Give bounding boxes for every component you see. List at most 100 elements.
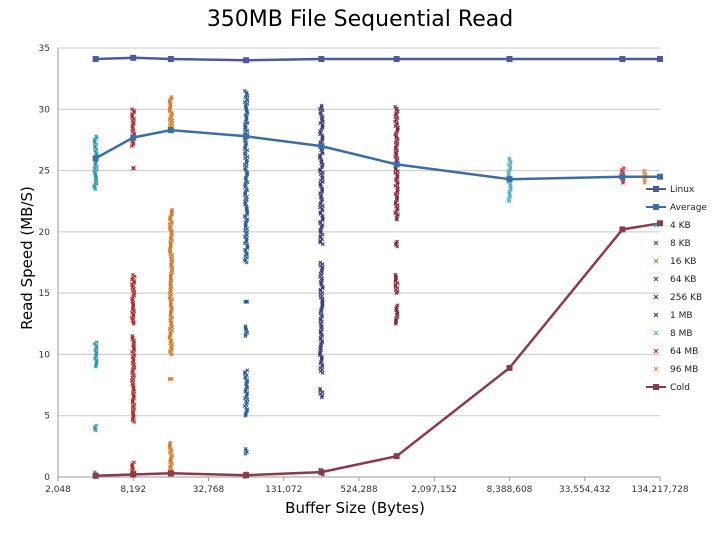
scatter-point: [93, 428, 98, 433]
scatter-point: [320, 242, 325, 247]
scatter-point: [317, 132, 322, 137]
scatter-series-64-kb: [242, 88, 250, 479]
scatter-point: [393, 321, 398, 326]
scatter-point: [243, 299, 248, 304]
x-tick-label: 2,048: [45, 485, 71, 495]
series-marker: [318, 469, 325, 476]
scatter-point: [395, 169, 400, 174]
legend-item: 64 KB: [653, 275, 696, 285]
scatter-point: [320, 151, 325, 156]
series-marker: [167, 470, 174, 477]
legend-label: 256 KB: [670, 293, 702, 303]
legend-label: Cold: [670, 383, 690, 393]
series-line: [95, 222, 661, 478]
series-marker: [657, 173, 663, 180]
line-series-cold: [92, 220, 663, 479]
axes: 0 5 10 15 20 25 30 35 2,048 8,192 32,768 131,072 524…: [39, 44, 689, 495]
scatter-point: [132, 419, 137, 424]
scatter-point: [243, 451, 248, 456]
series-marker: [318, 143, 325, 150]
chart-title: 350MB File Sequential Read: [207, 7, 513, 32]
scatter-points: [92, 88, 648, 479]
legend-marker: [653, 366, 659, 372]
legend-item: 4 KB: [653, 221, 691, 231]
scatter-point: [167, 109, 172, 114]
scatter-point: [167, 376, 172, 381]
series-marker: [167, 127, 174, 134]
scatter-point: [395, 217, 399, 222]
y-tick-label: 5: [44, 412, 50, 422]
scatter-series-8-kb: [129, 107, 137, 478]
legend-label: 64 MB: [670, 347, 698, 357]
legend-marker: [653, 312, 659, 318]
series-marker: [657, 56, 663, 63]
y-tick-label: 20: [39, 228, 51, 238]
y-tick-label: 0: [44, 473, 50, 483]
legend: Linux Average 4 KB 8 KB 16 KB 64 KB 256 KB 1 MB…: [646, 185, 707, 393]
x-tick-label: 8,192: [120, 485, 146, 495]
scatter-point: [320, 203, 325, 208]
line-series-linux: [92, 54, 663, 64]
scatter-point: [318, 240, 323, 245]
series-marker: [92, 56, 99, 63]
scatter-point: [129, 144, 134, 149]
scatter-point: [167, 296, 172, 301]
scatter-point: [242, 100, 247, 105]
scatter-point: [242, 395, 247, 400]
scatter-point: [242, 127, 247, 132]
legend-item: 96 MB: [653, 365, 698, 375]
y-tick-label: 15: [39, 289, 50, 299]
legend-marker: [653, 186, 659, 192]
legend-label: 8 KB: [670, 239, 691, 249]
scatter-point: [320, 370, 325, 375]
series-marker: [619, 226, 626, 233]
series-marker: [167, 56, 174, 63]
scatter-point: [507, 199, 512, 204]
scatter-point: [245, 246, 250, 251]
legend-item: 64 MB: [653, 347, 698, 357]
scatter-point: [94, 182, 99, 187]
legend-marker: [653, 330, 659, 336]
scatter-point: [131, 166, 136, 171]
series-marker: [506, 56, 513, 63]
scatter-series-8-mb: [506, 156, 513, 204]
scatter-point: [170, 325, 175, 330]
series-marker: [243, 472, 250, 479]
series-marker: [130, 134, 137, 141]
scatter-point: [320, 218, 325, 223]
legend-label: Linux: [670, 185, 695, 195]
scatter-point: [242, 146, 247, 151]
series-marker: [92, 155, 99, 162]
legend-item: 8 MB: [653, 329, 693, 339]
scatter-point: [393, 201, 398, 206]
series-marker: [393, 56, 400, 63]
series-marker: [506, 176, 513, 183]
y-tick-label: 30: [39, 105, 51, 115]
x-tick-label: 33,554,432: [559, 485, 611, 495]
scatter-series-1-mb: [393, 104, 401, 326]
legend-marker: [653, 294, 659, 300]
legend-marker: [653, 276, 659, 282]
scatter-point: [318, 263, 323, 268]
scatter-point: [169, 352, 174, 357]
x-axis-title: Buffer Size (Bytes): [285, 499, 425, 517]
x-tick-label: 8,388,608: [487, 485, 533, 495]
scatter-point: [320, 390, 325, 395]
y-tick-label: 25: [39, 167, 50, 177]
series-line: [95, 56, 660, 62]
scatter-point: [320, 286, 325, 291]
legend-label: 16 KB: [670, 257, 696, 267]
scatter-point: [317, 168, 322, 173]
x-tick-label: 32,768: [193, 485, 225, 495]
legend-marker: [653, 384, 659, 390]
scatter-series-16-kb: [167, 95, 175, 477]
legend-label: Average: [670, 203, 707, 213]
scatter-point: [170, 220, 175, 225]
scatter-series-256-kb: [317, 103, 325, 477]
legend-marker: [653, 240, 659, 246]
legend-item: 16 KB: [653, 257, 696, 267]
legend-item: 1 MB: [653, 311, 693, 321]
scatter-series-4-kb: [92, 134, 99, 479]
legend-item: Average: [646, 203, 707, 213]
